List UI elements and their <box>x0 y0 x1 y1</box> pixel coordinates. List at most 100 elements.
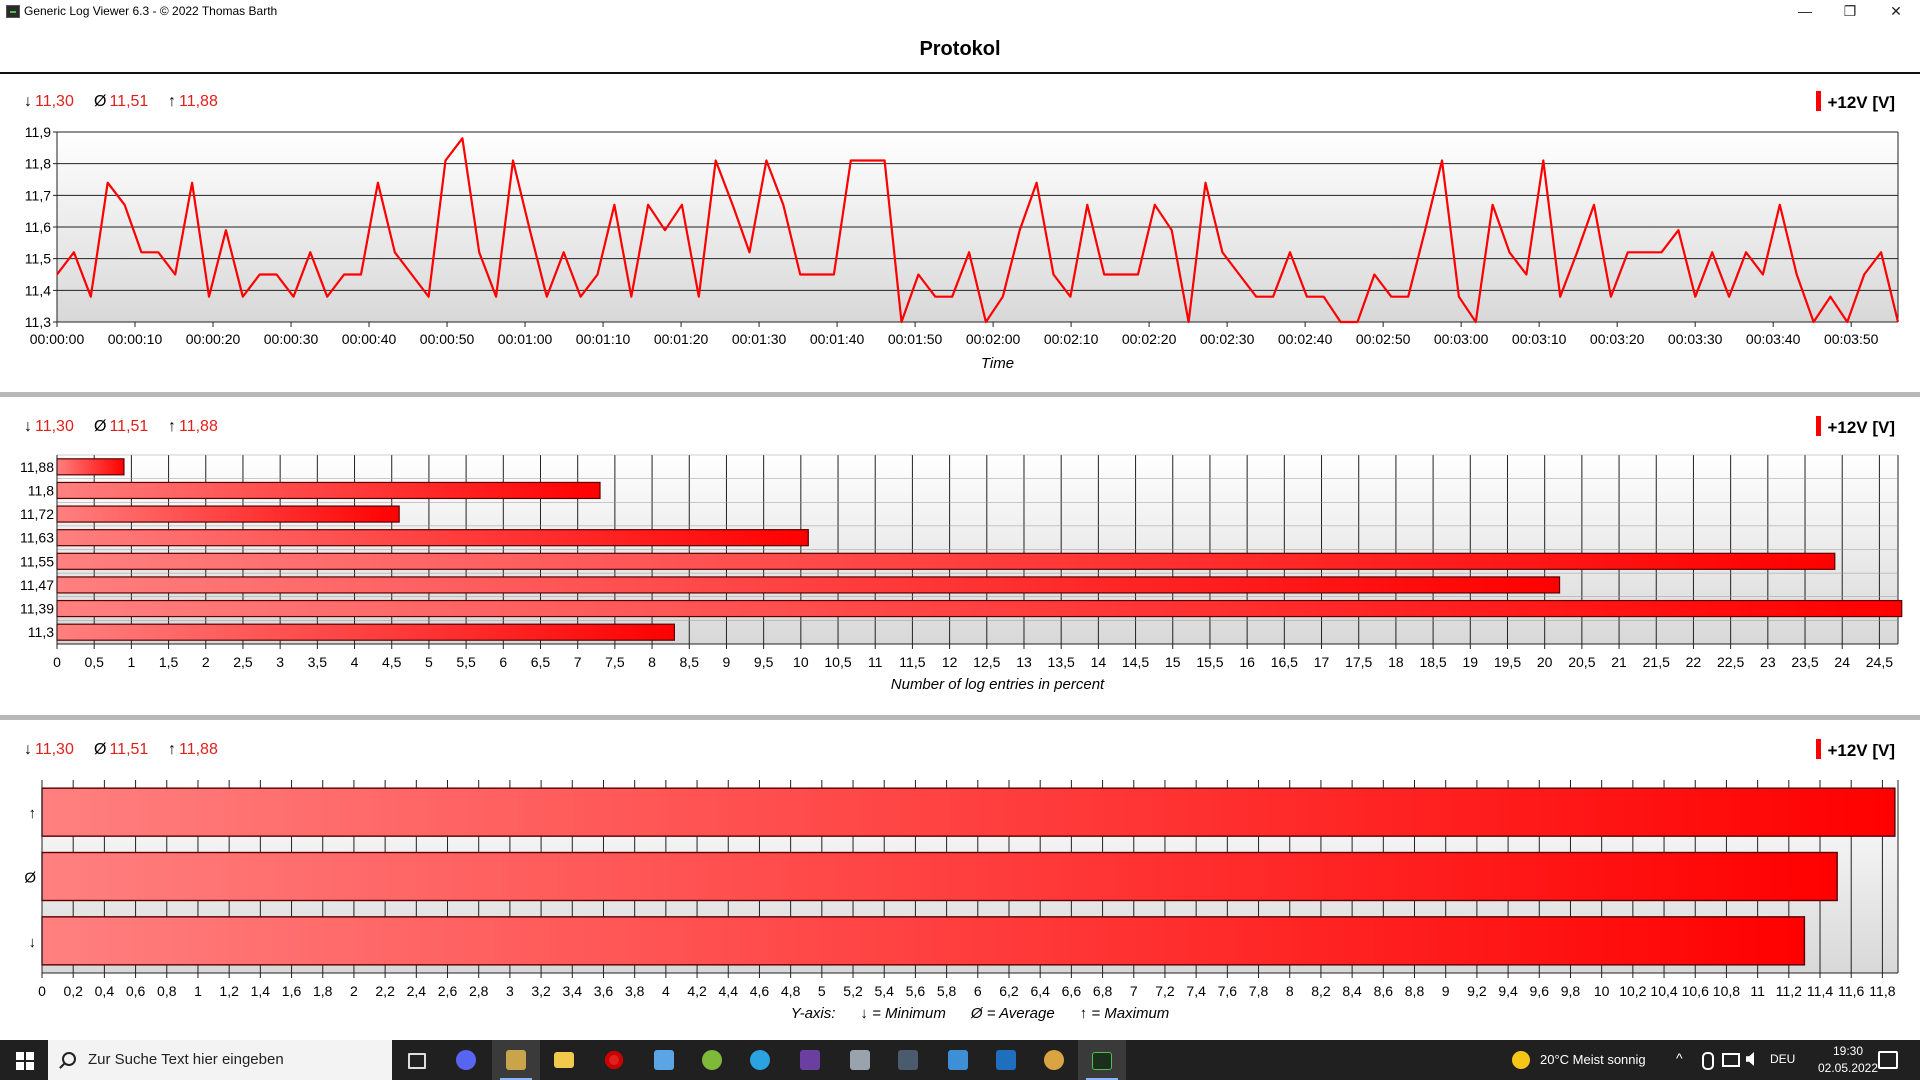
notification-icon[interactable] <box>1878 1051 1898 1069</box>
x-tick-label: 00:03:10 <box>1512 331 1567 347</box>
close-button[interactable]: ✕ <box>1890 3 1902 19</box>
x-tick-label: 21,5 <box>1643 654 1670 670</box>
x-tick-label: 8,4 <box>1342 983 1362 999</box>
weather-text[interactable]: 20°C Meist sonnig <box>1540 1052 1646 1067</box>
x-tick-label: 8,5 <box>680 654 700 670</box>
y-tick-label: ↓ <box>29 934 37 951</box>
x-tick-label: 23,5 <box>1791 654 1818 670</box>
title-divider <box>0 72 1920 74</box>
x-tick-label: 10,6 <box>1682 983 1709 999</box>
x-tick-label: 0,2 <box>63 983 83 999</box>
histogram-chart: 0 0,5 1 1,5 2 2,5 3 3,5 4 4,5 5 5,5 6 6,5 7 7,5 8 8,5 9 9,5… <box>20 454 1903 693</box>
disk-app-icon[interactable] <box>836 1040 884 1080</box>
clapper-app-icon[interactable] <box>492 1040 540 1080</box>
x-tick-label: 7 <box>1130 983 1138 999</box>
log-viewer-icon[interactable] <box>1078 1040 1126 1080</box>
microphone-icon[interactable] <box>1702 1052 1714 1070</box>
x-tick-label: 00:01:10 <box>576 331 631 347</box>
maximize-button[interactable]: ❐ <box>1843 3 1857 19</box>
x-tick-label: 1,5 <box>159 654 179 670</box>
x-tick-label: 1,6 <box>282 983 302 999</box>
x-tick-label: 2,6 <box>438 983 458 999</box>
x-tick-label: 00:02:20 <box>1122 331 1177 347</box>
x-tick-label: 00:02:30 <box>1200 331 1255 347</box>
clock-date[interactable]: 02.05.2022 <box>1817 1061 1879 1075</box>
page-title: Protokol <box>919 38 1001 60</box>
chat-app-icon[interactable] <box>640 1040 688 1080</box>
x-tick-label: 8 <box>1286 983 1294 999</box>
stat-min-2: ↓ 11,30 <box>24 418 74 436</box>
stat-avg-2: Ø 11,51 <box>94 418 148 436</box>
histogram-bar <box>56 505 400 523</box>
x-tick-label: 6,2 <box>999 983 1019 999</box>
calculator-app-icon[interactable] <box>982 1040 1030 1080</box>
legend-swatch <box>1816 739 1822 759</box>
x-tick-label: 18,5 <box>1419 654 1446 670</box>
file-explorer-icon[interactable] <box>540 1040 588 1080</box>
x-tick-label: 6,6 <box>1062 983 1082 999</box>
y-tick-label: 11,8 <box>25 156 51 172</box>
clock-time[interactable]: 19:30 <box>1832 1044 1864 1058</box>
avg-symbol: Ø <box>94 741 107 758</box>
histogram-bar <box>56 623 675 641</box>
x-tick-label: 0,5 <box>84 654 104 670</box>
legend-label: +12V [V] <box>1827 93 1895 112</box>
x-tick-label: 19 <box>1463 654 1479 670</box>
x-tick-label: 7,2 <box>1155 983 1175 999</box>
histogram-bar <box>56 458 125 476</box>
x-tick-label: 9,2 <box>1467 983 1487 999</box>
x-tick-label: 3,4 <box>563 983 583 999</box>
x-tick-label: 9 <box>723 654 731 670</box>
x-axis-label: Time <box>981 355 1014 372</box>
x-tick-label: 11 <box>1750 983 1765 999</box>
opera-icon[interactable] <box>590 1040 638 1080</box>
x-tick-label: 4 <box>351 654 359 670</box>
task-view-icon[interactable] <box>392 1040 440 1080</box>
x-tick-label: 0 <box>53 654 61 670</box>
paint-app-icon[interactable] <box>1030 1040 1078 1080</box>
taskbar-search[interactable]: Zur Suche Text hier eingeben <box>48 1040 392 1080</box>
cpu-z-icon[interactable] <box>688 1040 736 1080</box>
x-tick-label: 2 <box>350 983 358 999</box>
x-tick-label: 00:00:50 <box>420 331 475 347</box>
series-line-12v <box>56 137 1900 324</box>
stat-avg-value: 11,51 <box>109 93 149 110</box>
volume-icon[interactable] <box>1746 1052 1754 1066</box>
network-icon[interactable] <box>1722 1053 1740 1067</box>
x-tick-label: 1 <box>194 983 202 999</box>
weather-sun-icon[interactable] <box>1512 1051 1530 1069</box>
y-axis-legend-note: Y-axis: ↓ = Minimum Ø = Average ↑ = Maxi… <box>791 1005 1170 1022</box>
discord-icon[interactable] <box>442 1040 490 1080</box>
game-app-icon[interactable] <box>884 1040 932 1080</box>
window-titlebar: Generic Log Viewer 6.3 - © 2022 Thomas B… <box>0 0 1920 22</box>
x-tick-label: 00:02:10 <box>1044 331 1099 347</box>
language-indicator[interactable]: DEU <box>1770 1052 1796 1066</box>
start-button[interactable] <box>0 1040 48 1080</box>
legend-swatch <box>1816 91 1822 111</box>
tray-chevron-icon[interactable]: ^ <box>1676 1050 1683 1066</box>
x-tick-label: 2,8 <box>469 983 489 999</box>
y-tick-label: 11,5 <box>25 251 51 267</box>
windows-logo-icon <box>26 1062 34 1070</box>
x-tick-label: 17 <box>1314 654 1330 670</box>
line-chart: 11,3 11,4 11,5 11,6 11,7 11,8 11,9 00:00:00 00:0… <box>25 124 1900 372</box>
telegram-icon[interactable] <box>736 1040 784 1080</box>
x-tick-label: 16,5 <box>1271 654 1298 670</box>
histogram-bar <box>56 481 601 500</box>
panel-separator-2 <box>0 715 1920 720</box>
window-app-icon[interactable] <box>934 1040 982 1080</box>
legend-1: +12V [V] <box>1816 91 1895 113</box>
hwinfo-icon[interactable] <box>786 1040 834 1080</box>
x-tick-label: 9,6 <box>1530 983 1550 999</box>
x-tick-label: 4 <box>662 983 670 999</box>
x-tick-label: 10 <box>1594 983 1610 999</box>
minimize-button[interactable]: — <box>1798 3 1812 19</box>
stat-bar <box>41 787 1896 837</box>
y-tick-label: 11,8 <box>28 482 54 498</box>
max-symbol: ↑ <box>168 93 176 110</box>
histogram-bar <box>56 599 1903 618</box>
legend-3: +12V [V] <box>1816 739 1895 761</box>
x-tick-label: 3,6 <box>594 983 614 999</box>
x-tick-label: 9,4 <box>1498 983 1518 999</box>
y-tick-label: 11,63 <box>20 530 54 546</box>
